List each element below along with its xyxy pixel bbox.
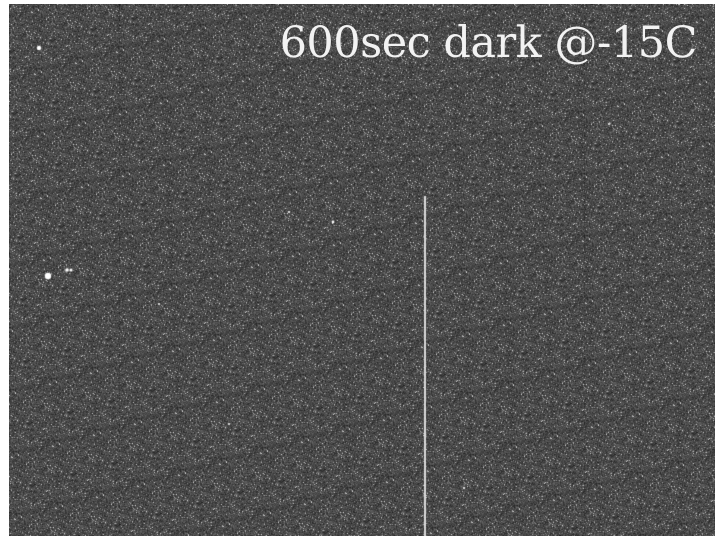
image-caption: 600sec dark @-15C <box>279 18 698 68</box>
sensor-noise-canvas <box>9 4 715 536</box>
dark-frame-image: 600sec dark @-15C <box>9 4 715 536</box>
